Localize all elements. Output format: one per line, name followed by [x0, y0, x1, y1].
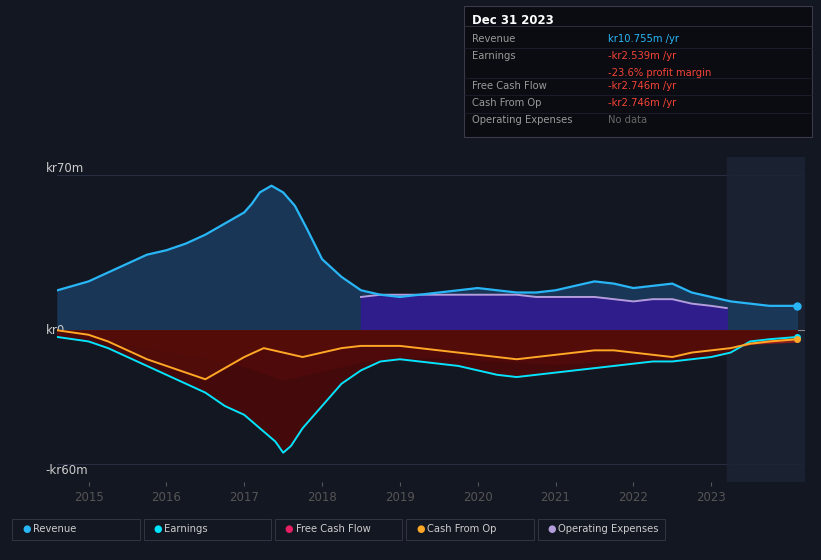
- Text: ●: ●: [285, 524, 293, 534]
- Text: ●: ●: [416, 524, 424, 534]
- Text: Revenue: Revenue: [472, 34, 516, 44]
- Text: kr70m: kr70m: [46, 162, 84, 175]
- Text: ●: ●: [548, 524, 556, 534]
- Text: kr10.755m /yr: kr10.755m /yr: [608, 34, 678, 44]
- Text: ●: ●: [22, 524, 30, 534]
- Text: Revenue: Revenue: [33, 524, 76, 534]
- Text: Earnings: Earnings: [472, 51, 516, 61]
- Bar: [727, 157, 805, 482]
- Text: Earnings: Earnings: [164, 524, 208, 534]
- Text: Cash From Op: Cash From Op: [472, 98, 542, 108]
- Text: -kr2.746m /yr: -kr2.746m /yr: [608, 81, 676, 91]
- Text: -kr2.539m /yr: -kr2.539m /yr: [608, 51, 676, 61]
- Text: -kr2.746m /yr: -kr2.746m /yr: [608, 98, 676, 108]
- Text: -kr60m: -kr60m: [46, 464, 89, 477]
- Text: No data: No data: [608, 115, 647, 125]
- Text: Operating Expenses: Operating Expenses: [472, 115, 572, 125]
- Text: ●: ●: [154, 524, 162, 534]
- Text: Free Cash Flow: Free Cash Flow: [296, 524, 370, 534]
- Text: Dec 31 2023: Dec 31 2023: [472, 14, 554, 27]
- Text: kr0: kr0: [46, 324, 65, 337]
- Text: Operating Expenses: Operating Expenses: [558, 524, 658, 534]
- Text: -23.6% profit margin: -23.6% profit margin: [608, 68, 711, 78]
- Text: Free Cash Flow: Free Cash Flow: [472, 81, 547, 91]
- Text: Cash From Op: Cash From Op: [427, 524, 497, 534]
